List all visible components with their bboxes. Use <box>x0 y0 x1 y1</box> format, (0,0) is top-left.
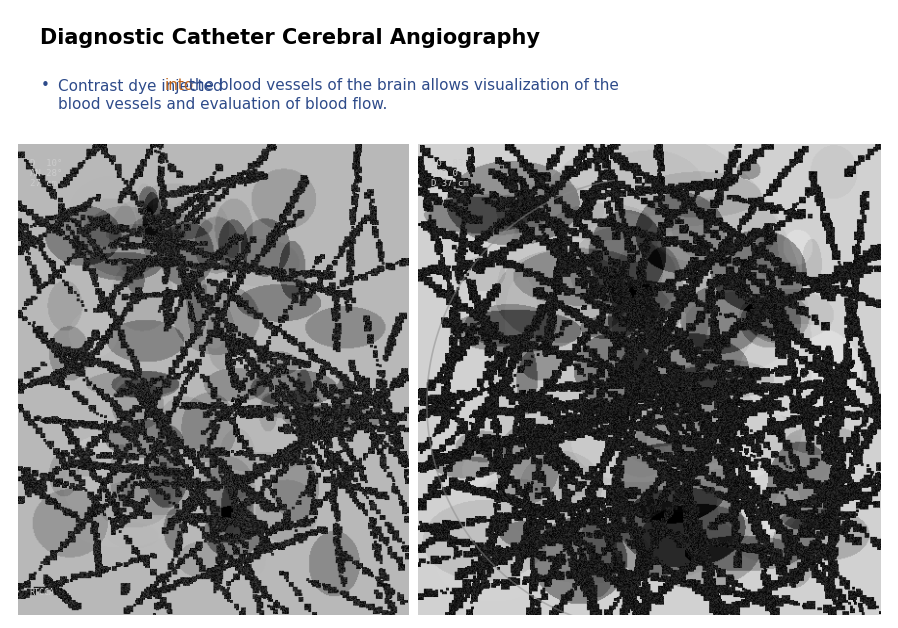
Text: AO  83°
AUD 0°
D 37 cm: AO 83° AUD 0° D 37 cm <box>431 158 469 188</box>
Text: the blood vessels of the brain allows visualization of the: the blood vessels of the brain allows vi… <box>184 78 620 94</box>
Text: Contrast dye injected: Contrast dye injected <box>58 78 228 94</box>
Text: •: • <box>40 78 49 94</box>
Text: blood vessels and evaluation of blood flow.: blood vessels and evaluation of blood fl… <box>58 97 388 112</box>
Text: D  10°
AN 28°
27 cm: D 10° AN 28° 27 cm <box>30 158 62 188</box>
Text: RTCCA: RTCCA <box>30 588 55 597</box>
Text: Diagnostic Catheter Cerebral Angiography: Diagnostic Catheter Cerebral Angiography <box>40 28 541 48</box>
Text: into: into <box>165 78 194 94</box>
